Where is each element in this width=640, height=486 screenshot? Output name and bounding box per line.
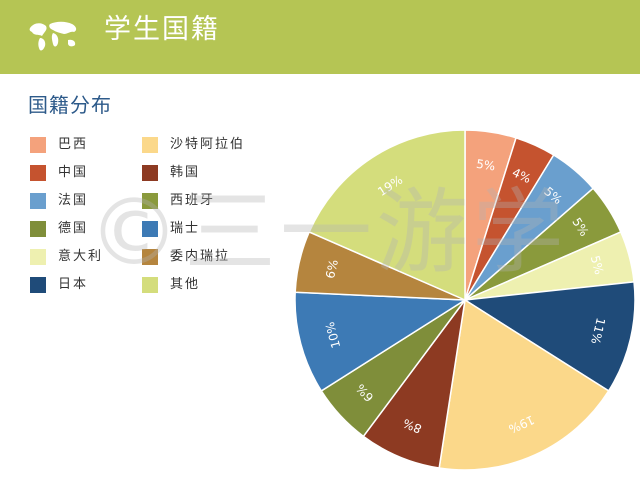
legend-item: 巴西: [30, 136, 88, 154]
pie-slice: [294, 291, 468, 392]
legend-label: 瑞士: [170, 221, 201, 236]
legend-swatch: [142, 249, 158, 265]
slice-data-label: 5%: [588, 254, 606, 276]
legend-label: 中国: [58, 165, 89, 180]
legend-item: 其他: [142, 276, 200, 294]
pie-chart: 5%4%5%5%5%11%19%8%6%10%6%19%: [294, 129, 636, 471]
legend-label: 法国: [58, 193, 89, 208]
legend-swatch: [30, 165, 46, 181]
legend-label: 巴西: [58, 137, 89, 152]
legend-swatch: [30, 193, 46, 209]
header-bar: 学生国籍: [0, 0, 640, 74]
legend-label: 西班牙: [170, 193, 216, 208]
slice-data-label: 10%: [323, 320, 343, 349]
page-title: 学生国籍: [104, 14, 220, 45]
legend-swatch: [30, 249, 46, 265]
slice-data-label: 8%: [401, 416, 424, 436]
legend-label: 韩国: [170, 165, 201, 180]
legend-item: 韩国: [142, 164, 200, 182]
legend-swatch: [142, 193, 158, 209]
legend-item: 委内瑞拉: [142, 248, 230, 266]
world-map-icon: [29, 21, 77, 51]
legend-swatch: [142, 137, 158, 153]
legend-label: 日本: [58, 277, 89, 292]
legend-label: 意大利: [58, 249, 104, 264]
legend-swatch: [142, 165, 158, 181]
legend-label: 沙特阿拉伯: [170, 137, 246, 152]
legend-swatch: [30, 277, 46, 293]
legend-swatch: [142, 221, 158, 237]
legend-item: 意大利: [30, 248, 103, 266]
legend-swatch: [142, 277, 158, 293]
legend-label: 其他: [170, 277, 201, 292]
pie-slice: [462, 281, 636, 392]
slice-data-label: 6%: [323, 258, 341, 280]
legend-label: 委内瑞拉: [170, 249, 231, 264]
legend-swatch: [30, 137, 46, 153]
section-title: 国籍分布: [28, 93, 112, 117]
legend-label: 德国: [58, 221, 89, 236]
slice-data-label: 11%: [588, 316, 608, 345]
chart-legend: 巴西 沙特阿拉伯中国 韩国法国 西班牙德国 瑞士意大利 委内瑞拉日本 其他: [30, 136, 280, 306]
slice-data-label: 5%: [475, 157, 496, 174]
pie-slice: [438, 298, 610, 471]
pie-slice: [308, 129, 466, 302]
legend-item: 日本: [30, 276, 88, 294]
legend-item: 瑞士: [142, 220, 200, 238]
legend-swatch: [30, 221, 46, 237]
legend-item: 中国: [30, 164, 88, 182]
legend-item: 德国: [30, 220, 88, 238]
legend-item: 西班牙: [142, 192, 215, 210]
legend-item: 法国: [30, 192, 88, 210]
legend-item: 沙特阿拉伯: [142, 136, 245, 154]
